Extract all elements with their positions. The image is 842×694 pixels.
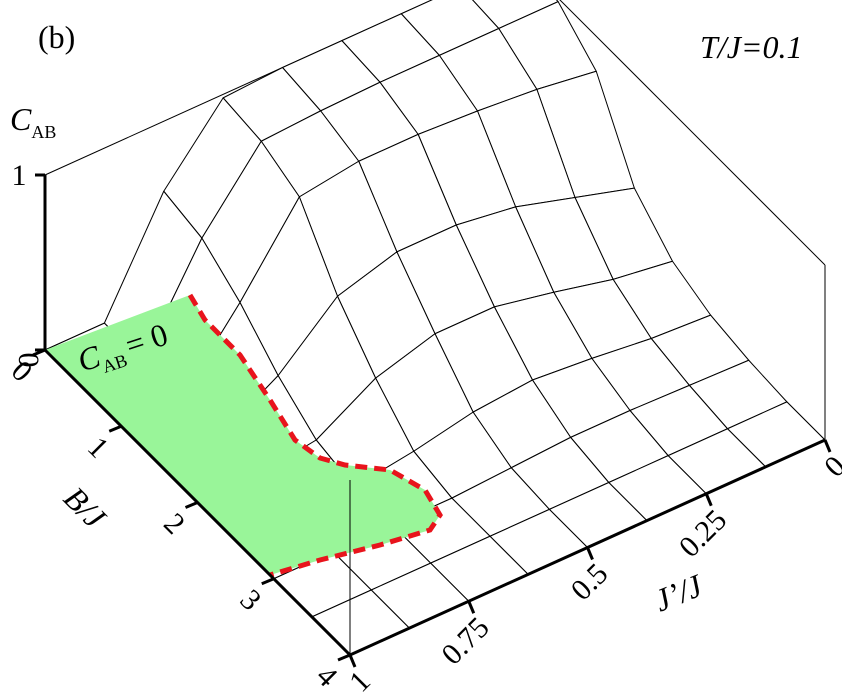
annotation: T/J=0.1 [700, 29, 802, 65]
j-axis-label: J’/J [649, 566, 709, 618]
b-tick-label: 3 [233, 583, 267, 617]
j-tick [586, 546, 594, 561]
b-tick [32, 348, 46, 357]
b-tick-label: 1 [81, 431, 115, 465]
panel-label: (b) [38, 19, 75, 55]
j-tick [348, 654, 357, 668]
b-tick-label: 2 [157, 507, 191, 541]
j-tick [823, 439, 832, 453]
b-tick [184, 501, 199, 509]
j-tick-label: 0.5 [565, 557, 615, 607]
b-tick-label: 0 [5, 354, 39, 388]
zero-boundary [187, 293, 443, 578]
z-label: CAB [10, 101, 56, 142]
b-tick-label: 4 [310, 659, 344, 693]
j-tick-label: 0.75 [435, 611, 495, 671]
j-tick-label: 1 [343, 665, 377, 694]
b-tick [337, 653, 351, 662]
z-tick-label: 1 [12, 159, 27, 192]
b-tick [261, 577, 275, 586]
j-tick [467, 600, 476, 614]
z-label-sub: AB [31, 122, 56, 142]
b-axis-label: B/J [57, 479, 114, 536]
box-edge [559, 0, 826, 266]
z-label-main: C [10, 101, 32, 137]
j-tick-label: 0.25 [673, 503, 733, 563]
zero-region [45, 295, 440, 575]
z-tick-label: 0 [12, 353, 45, 368]
b-tick [108, 424, 122, 433]
j-tick-label: 0 [818, 450, 842, 484]
j-tick [704, 493, 713, 507]
